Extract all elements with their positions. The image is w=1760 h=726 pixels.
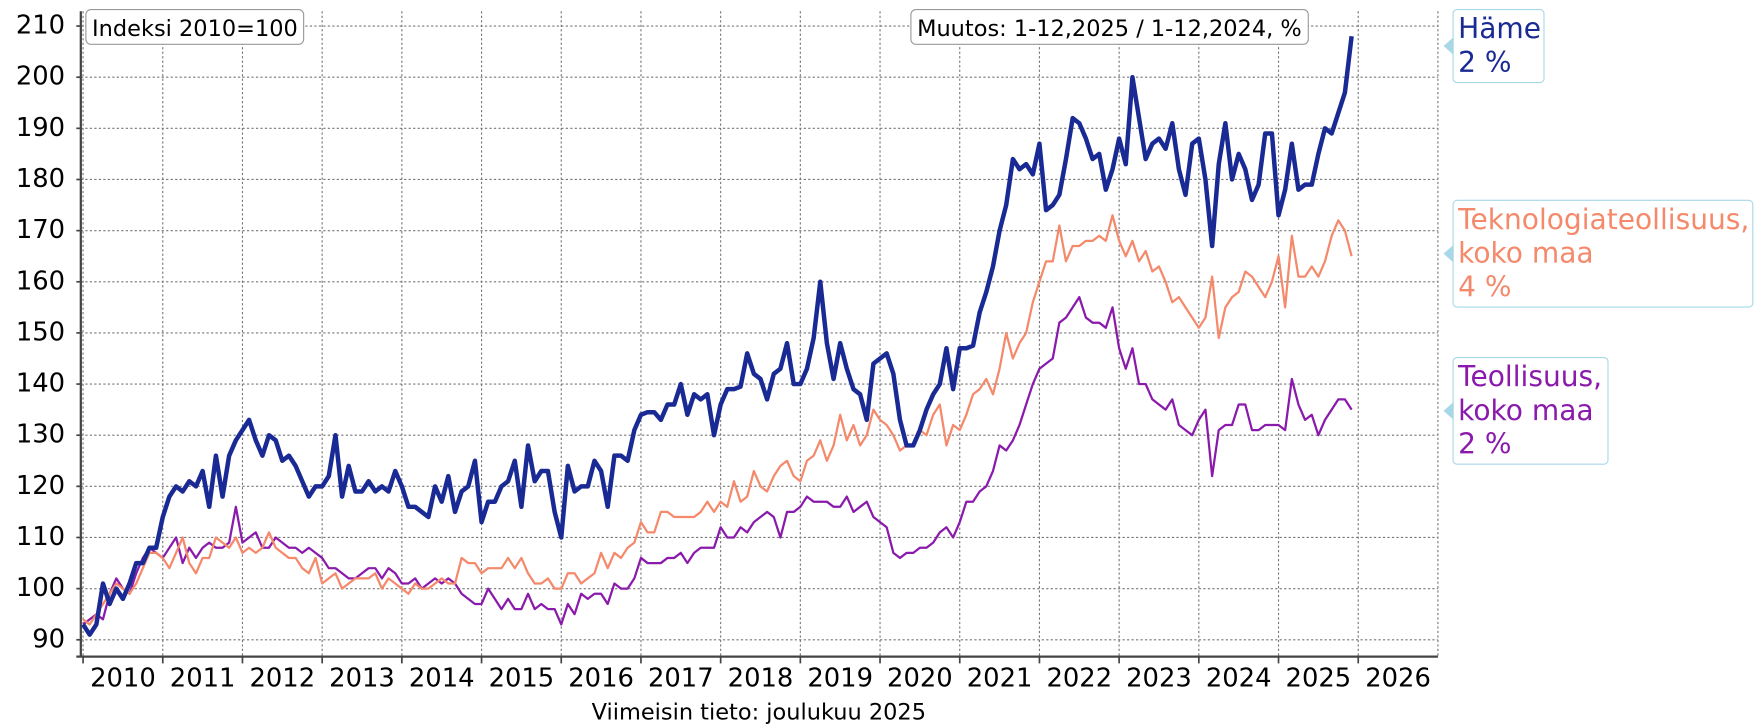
series-line: [81, 36, 1354, 637]
x-tick-label: 2014: [409, 664, 475, 694]
x-tick-label: 2023: [1126, 664, 1192, 694]
index-note: Indeksi 2010=100: [85, 8, 305, 45]
y-tick-label: 180: [16, 164, 65, 194]
y-tick-label: 160: [16, 266, 65, 296]
y-tick-label: 110: [16, 522, 65, 552]
series-callout: Teknologiateollisuus, koko maa 4 %: [1443, 199, 1754, 308]
series-callout: Häme 2 %: [1443, 8, 1545, 84]
x-tick-label: 2019: [807, 664, 873, 694]
callout-name: Teknologiateollisuus, koko maa: [1458, 203, 1750, 270]
callout-change: 4 %: [1458, 270, 1512, 304]
footer-note: Viimeisin tieto: joulukuu 2025: [591, 698, 926, 726]
series-callout: Teollisuus, koko maa 2 %: [1443, 356, 1609, 465]
y-tick-label: 190: [16, 113, 65, 143]
y-tick-label: 120: [16, 471, 65, 501]
x-tick-label: 2015: [489, 664, 555, 694]
y-tick-label: 210: [16, 11, 65, 41]
callout-change: 2 %: [1458, 46, 1512, 79]
x-tick-label: 2017: [648, 664, 714, 694]
x-tick-label: 2013: [329, 664, 395, 694]
x-tick-label: 2022: [1046, 664, 1112, 694]
x-tick-label: 2021: [967, 664, 1033, 694]
y-tick-label: 200: [16, 62, 65, 92]
y-tick-label: 90: [32, 624, 65, 654]
y-tick-label: 130: [16, 420, 65, 450]
y-tick-label: 150: [16, 317, 65, 347]
x-tick-label: 2010: [90, 664, 156, 694]
x-tick-label: 2018: [728, 664, 794, 694]
x-tick-label: 2011: [170, 664, 236, 694]
x-tick-label: 2012: [249, 664, 315, 694]
change-note: Muutos: 1-12,2025 / 1-12,2024, %: [910, 8, 1309, 45]
callout-name: Teollisuus, koko maa: [1458, 360, 1603, 427]
series-line: [82, 214, 1353, 626]
x-tick-label: 2026: [1365, 664, 1431, 694]
x-tick-label: 2024: [1206, 664, 1272, 694]
x-tick-label: 2025: [1286, 664, 1352, 694]
x-tick-label: 2020: [887, 664, 953, 694]
y-tick-label: 140: [16, 369, 65, 399]
callout-name: Häme: [1458, 12, 1542, 45]
y-tick-label: 170: [16, 215, 65, 245]
callout-change: 2 %: [1458, 427, 1512, 461]
y-tick-label: 100: [16, 573, 65, 603]
series-line: [82, 295, 1353, 626]
x-tick-label: 2016: [568, 664, 634, 694]
